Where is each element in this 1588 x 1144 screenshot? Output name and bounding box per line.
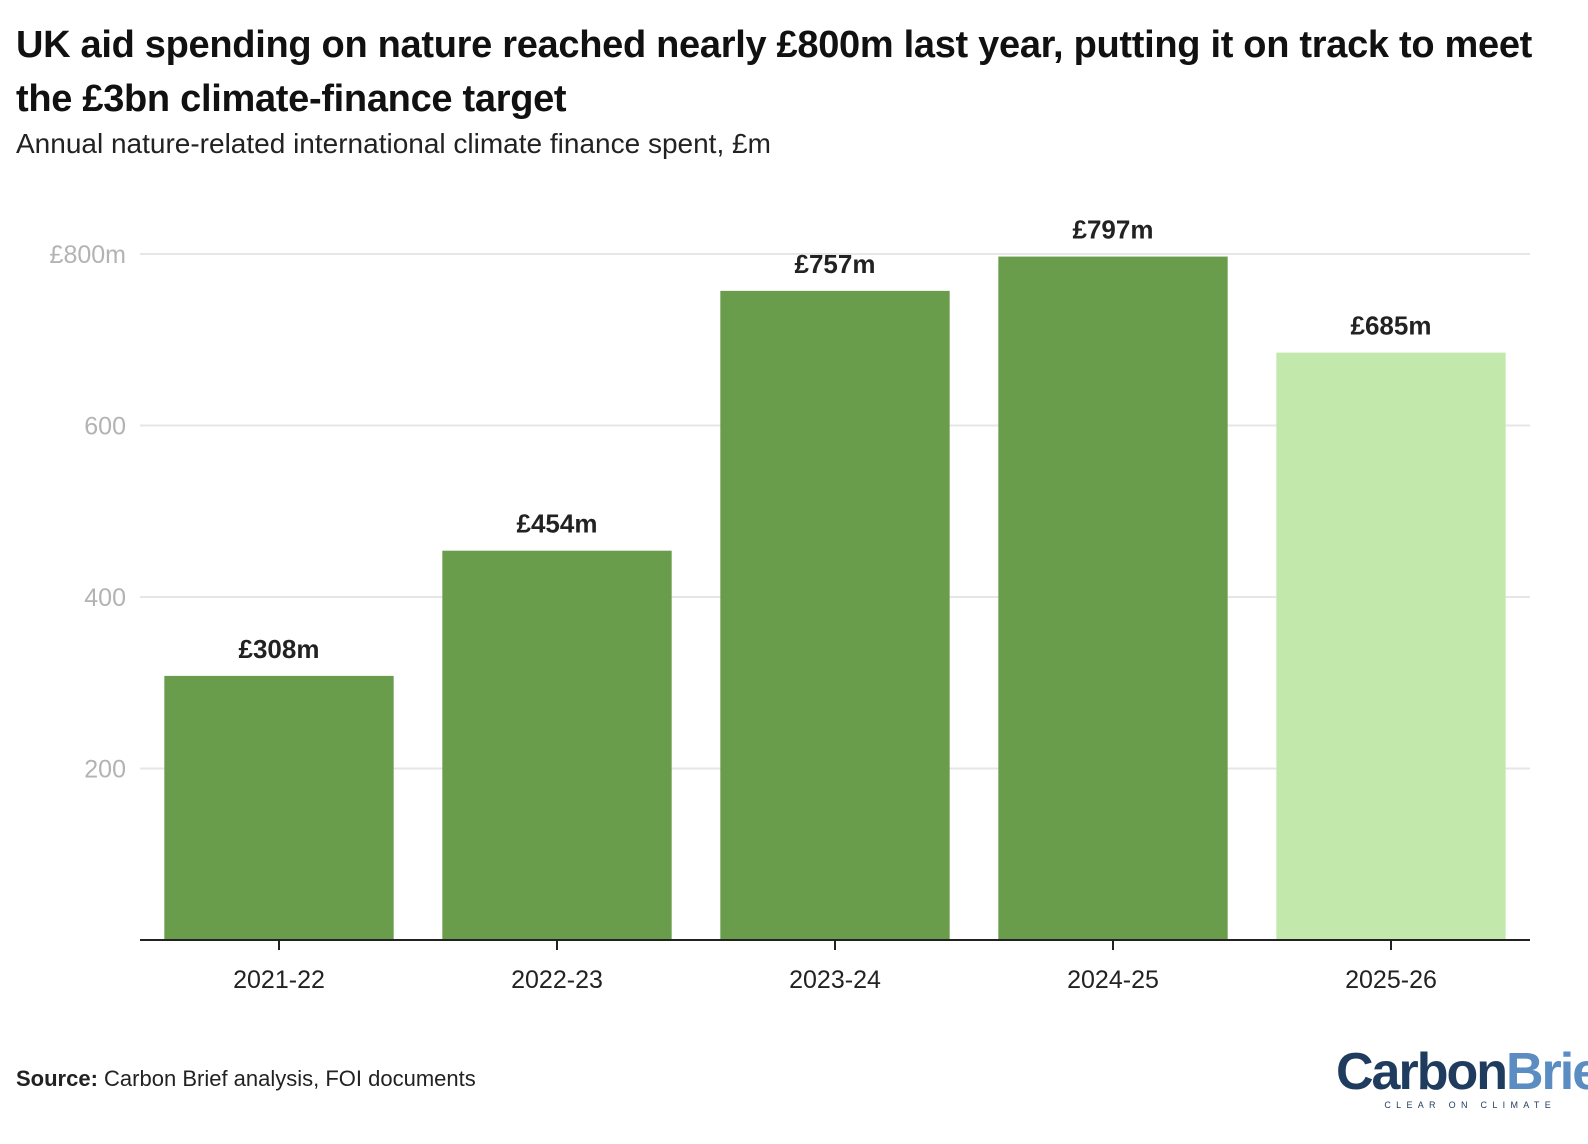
data-label: £308m [239, 634, 320, 664]
x-tick-label: 2023-24 [789, 966, 881, 994]
source-text: Carbon Brief analysis, FOI documents [104, 1066, 476, 1091]
bar [720, 290, 950, 940]
source-note: Source: Carbon Brief analysis, FOI docum… [16, 1064, 476, 1094]
bar [1276, 352, 1506, 940]
bar [442, 550, 672, 940]
x-tick-label: 2024-25 [1067, 966, 1159, 994]
data-label: £797m [1073, 215, 1154, 245]
logo-carbon: Carbon [1336, 1043, 1508, 1101]
data-label: £757m [795, 249, 876, 279]
bar [164, 675, 394, 940]
x-tick-label: 2022-23 [511, 966, 603, 994]
data-label: £685m [1351, 311, 1432, 341]
bar [998, 256, 1228, 940]
y-tick-label: 600 [84, 413, 126, 441]
y-tick-label: 200 [84, 756, 126, 784]
bar-chart: 200 400 600 £800m £308m 2021-22 £454m 2022-23 £7… [50, 215, 1530, 994]
source-label: Source: [16, 1066, 98, 1091]
y-tick-label: 400 [84, 584, 126, 612]
data-label: £454m [517, 509, 598, 539]
x-tick-label: 2021-22 [233, 966, 325, 994]
logo-tagline: CLEAR ON CLIMATE [1384, 1100, 1556, 1110]
chart-subtitle: Annual nature-related international clim… [16, 128, 771, 159]
chart-title: UK aid spending on nature reached nearly… [16, 24, 1533, 120]
x-tick-label: 2025-26 [1345, 966, 1437, 994]
logo-brief: Brief [1506, 1043, 1588, 1101]
y-tick-label: £800m [50, 241, 126, 269]
